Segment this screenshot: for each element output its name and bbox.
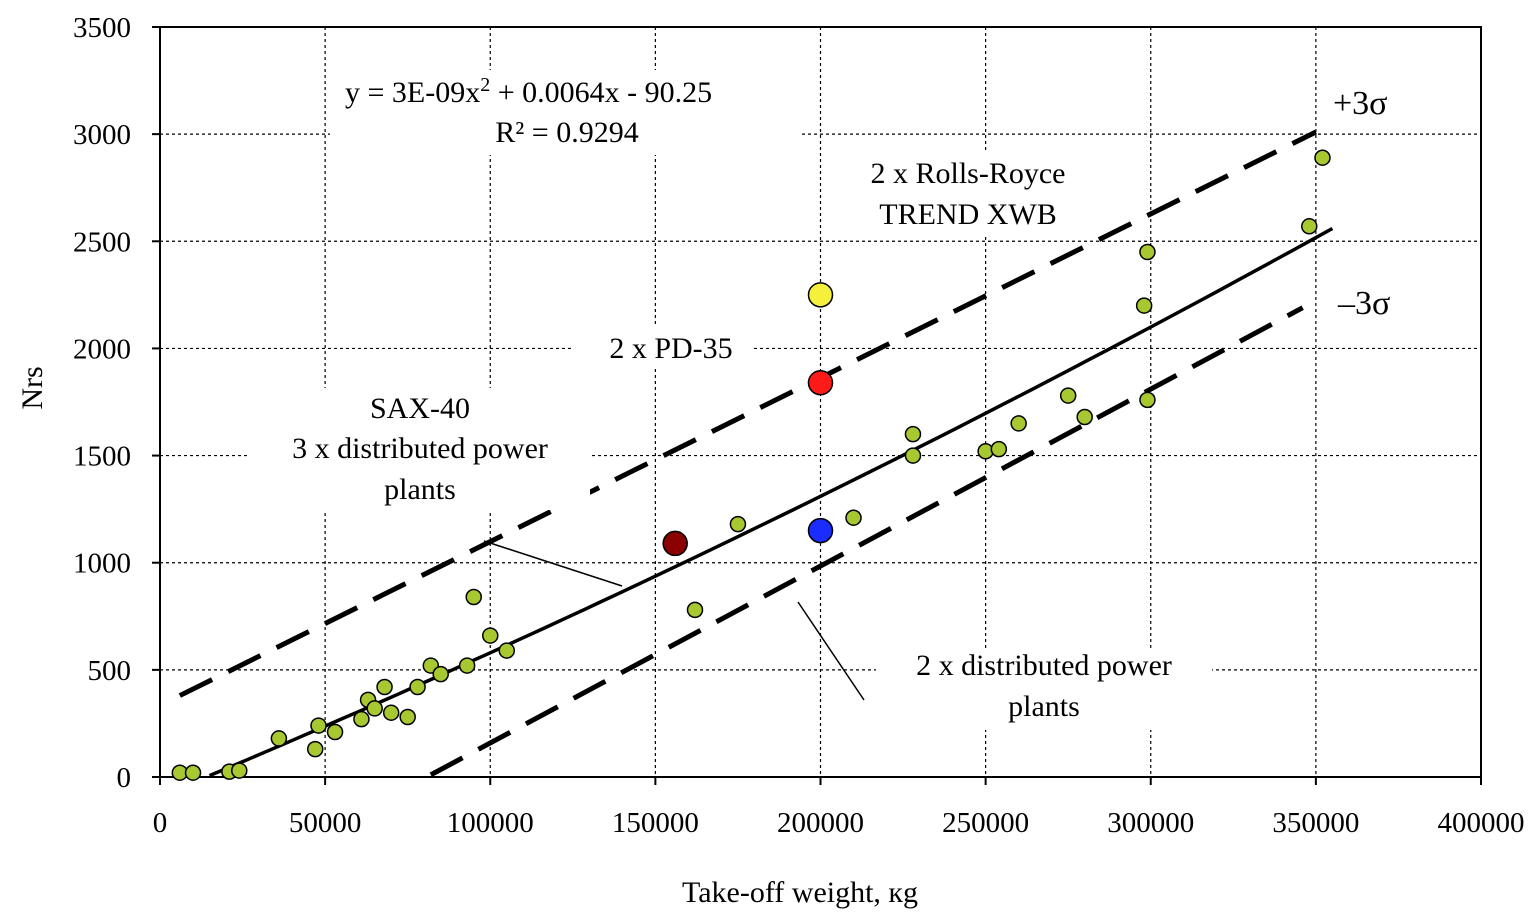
sax40-label-line2: 3 x distributed power: [292, 432, 548, 465]
distributed-label-line2: plants: [1008, 690, 1080, 723]
plus-3-sigma-label: +3σ: [1333, 85, 1388, 122]
equation-label: y = 3E-09x2 + 0.0064x - 90.25: [345, 74, 712, 109]
data-point: [1139, 391, 1156, 409]
x-tick-label: 50000: [289, 807, 362, 839]
annotation-background: [250, 388, 590, 510]
data-points: [171, 149, 1331, 781]
y-tick-label: 3500: [73, 12, 131, 44]
annotation-background: [838, 152, 1100, 234]
x-tick-label: 200000: [777, 807, 864, 839]
data-point: [458, 657, 476, 674]
data-point: [409, 678, 426, 696]
y-tick-label: 1500: [73, 441, 131, 473]
data-point: [270, 730, 288, 747]
data-point: [326, 723, 344, 741]
data-point: [382, 704, 400, 721]
y-axis-title: Nrs: [16, 366, 49, 409]
data-point: [399, 708, 416, 726]
plot-frame: [159, 26, 1482, 778]
tick-labels: 0 50000 100000 150000 200000 250000 300000 3500…: [73, 12, 1525, 839]
sax40-leader-line: [483, 540, 623, 587]
sax40-label-line1: SAX-40: [370, 392, 470, 425]
x-tick-label: 0: [153, 807, 168, 839]
leader-lines: [483, 540, 865, 701]
data-point: [184, 764, 202, 781]
annotation-background: [572, 327, 752, 369]
lower-sigma-line: [429, 305, 1304, 778]
highlight-point: [662, 530, 688, 557]
y-tick-label: 0: [117, 762, 132, 794]
data-point: [845, 509, 862, 526]
annotation-background: [330, 70, 800, 155]
data-point: [310, 717, 327, 734]
x-axis-title: Take-off weight, кg: [682, 876, 918, 909]
x-tick-label: 100000: [447, 807, 534, 839]
data-point: [1059, 387, 1077, 404]
fit-lines: [178, 129, 1334, 778]
x-tick-label: 250000: [942, 807, 1029, 839]
data-point: [1301, 218, 1318, 235]
distributed-label-line1: 2 x distributed power: [916, 649, 1172, 682]
data-point: [482, 627, 499, 644]
rolls-royce-label-line2: TREND XWB: [879, 198, 1056, 231]
data-point: [231, 762, 248, 779]
data-point: [306, 740, 324, 758]
x-tick-label: 350000: [1272, 807, 1359, 839]
data-point: [1139, 243, 1156, 261]
data-point: [498, 642, 516, 659]
data-point: [465, 588, 482, 606]
x-tick-label: 150000: [612, 807, 699, 839]
y-tick-label: 2500: [73, 226, 131, 258]
grid-layer: [152, 26, 1482, 785]
data-point: [353, 710, 370, 728]
sax40-label-line3: plants: [384, 473, 456, 506]
y-tick-label: 1000: [73, 548, 131, 580]
data-point: [990, 440, 1008, 458]
highlight-point: [807, 282, 834, 308]
data-point: [432, 665, 449, 683]
data-point: [904, 447, 922, 464]
data-point: [366, 700, 383, 717]
highlight-point: [807, 369, 834, 396]
pd35-label: 2 x PD-35: [609, 332, 732, 365]
highlight-point: [807, 517, 834, 544]
x-tick-label: 300000: [1107, 807, 1194, 839]
data-point: [1076, 408, 1093, 426]
data-point: [1135, 297, 1153, 314]
r-squared-label: R² = 0.9294: [495, 116, 638, 149]
y-tick-label: 500: [88, 655, 132, 687]
rolls-royce-label-line1: 2 x Rolls-Royce: [871, 157, 1066, 190]
x-tick-label: 400000: [1438, 807, 1525, 839]
annotation-background: [876, 648, 1212, 730]
minus-3-sigma-label: –3σ: [1337, 285, 1390, 322]
trend-line: [208, 226, 1334, 778]
data-point: [376, 678, 393, 696]
data-point: [1314, 149, 1331, 166]
upper-sigma-line: [178, 129, 1317, 698]
distributed-leader-line: [797, 601, 865, 701]
data-point: [729, 515, 747, 533]
data-point: [1010, 415, 1027, 432]
y-tick-label: 2000: [73, 333, 131, 365]
y-tick-label: 3000: [73, 119, 131, 151]
data-point: [686, 601, 704, 619]
annotations: y = 3E-09x2 + 0.0064x - 90.25 R² = 0.929…: [250, 70, 1390, 730]
data-point: [904, 425, 922, 443]
